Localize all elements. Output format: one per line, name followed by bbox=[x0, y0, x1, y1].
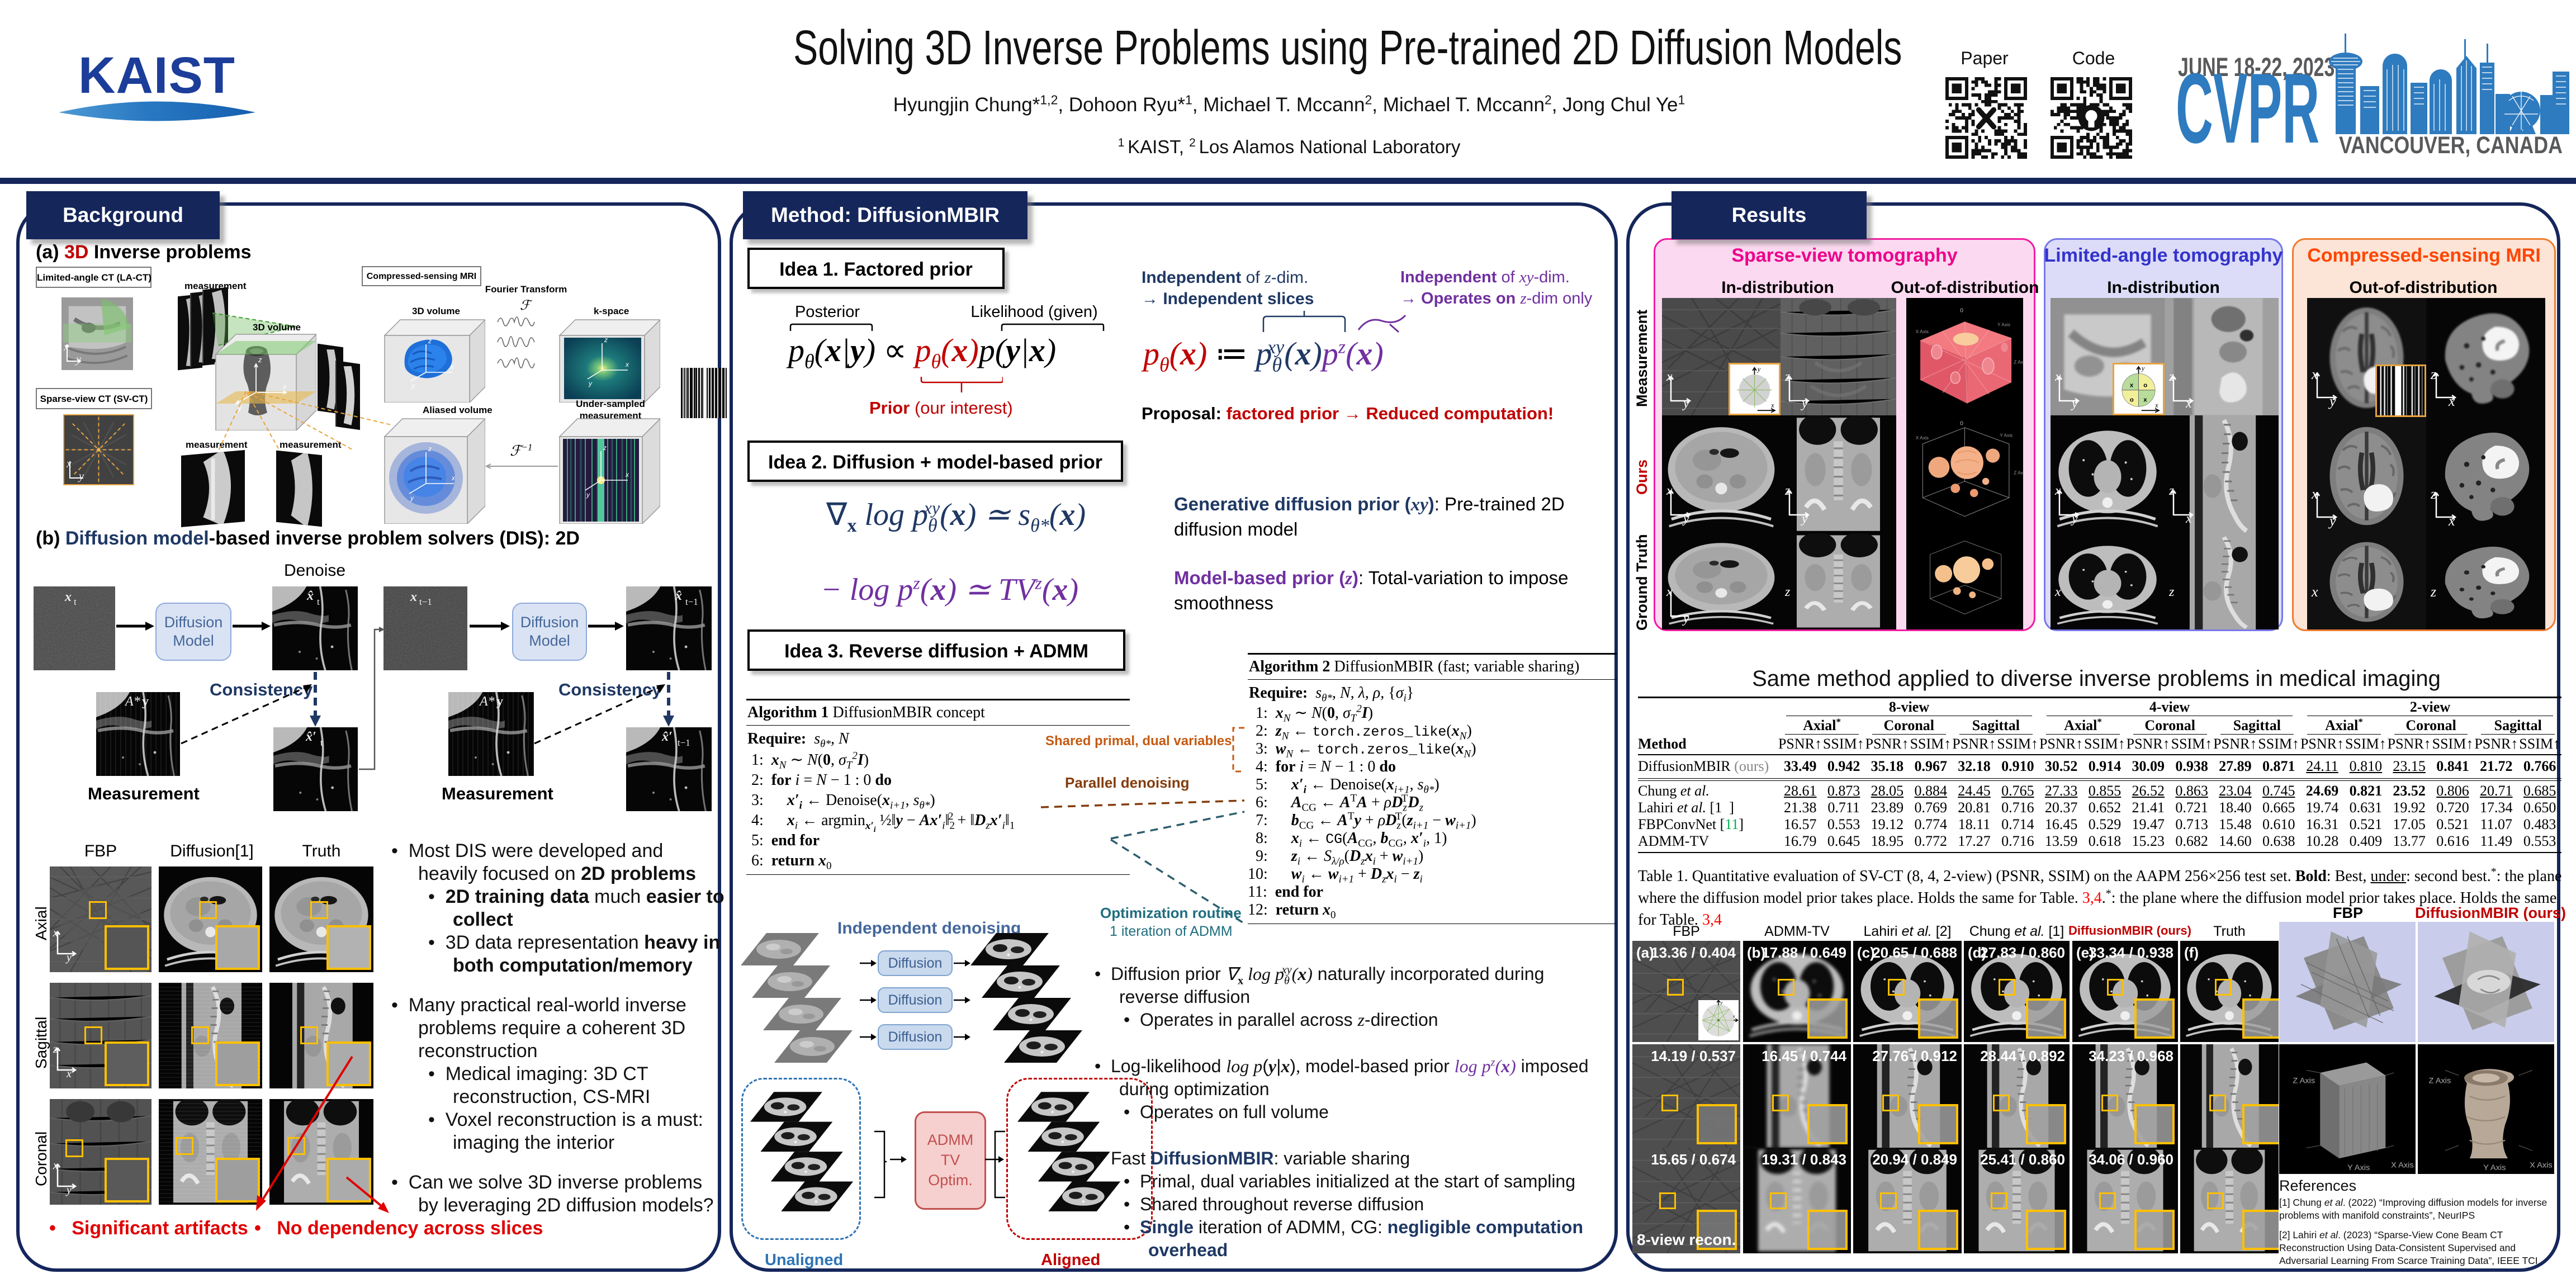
svg-text:Z Axis: Z Axis bbox=[2014, 359, 2023, 365]
svg-text:y: y bbox=[588, 380, 593, 387]
svg-text:y: y bbox=[1756, 366, 1761, 373]
svg-text:Y Axis: Y Axis bbox=[2000, 433, 2012, 438]
svg-text:X Axis: X Axis bbox=[1916, 435, 1929, 441]
svg-text:0: 0 bbox=[1960, 308, 1963, 314]
svg-text:x: x bbox=[2154, 401, 2158, 409]
svg-text:Y Axis: Y Axis bbox=[1997, 322, 2010, 328]
svg-text:x: x bbox=[1732, 1014, 1735, 1019]
svg-text:z: z bbox=[428, 445, 432, 453]
svg-text:Z Axis: Z Axis bbox=[2014, 470, 2023, 476]
svg-text:o: o bbox=[2143, 382, 2147, 389]
svg-text:x: x bbox=[282, 382, 287, 391]
svg-text:X Axis: X Axis bbox=[2530, 1161, 2553, 1170]
svg-text:y: y bbox=[586, 491, 590, 499]
svg-text:x: x bbox=[2143, 397, 2147, 404]
svg-text:z: z bbox=[428, 337, 432, 345]
svg-text:z: z bbox=[258, 356, 262, 364]
svg-text:x: x bbox=[451, 474, 456, 482]
svg-text:Y Axis: Y Axis bbox=[2483, 1163, 2506, 1172]
svg-text:Z Axis: Z Axis bbox=[2429, 1077, 2451, 1086]
svg-text:y: y bbox=[1720, 1000, 1723, 1005]
svg-text:0: 0 bbox=[1960, 421, 1963, 427]
svg-text:x: x bbox=[2130, 382, 2134, 389]
svg-text:y: y bbox=[410, 494, 414, 502]
svg-text:y: y bbox=[2141, 364, 2145, 372]
svg-text:x: x bbox=[450, 363, 454, 371]
svg-text:x: x bbox=[625, 471, 629, 479]
svg-text:X Axis: X Axis bbox=[1916, 329, 1929, 334]
svg-text:y: y bbox=[238, 404, 243, 412]
svg-text:X Axis: X Axis bbox=[2391, 1161, 2414, 1170]
svg-text:o: o bbox=[2130, 397, 2134, 404]
svg-text:x: x bbox=[1770, 401, 1774, 409]
svg-text:x: x bbox=[625, 361, 629, 368]
svg-text:z: z bbox=[604, 336, 608, 344]
svg-text:z: z bbox=[603, 444, 607, 452]
svg-text:Z Axis: Z Axis bbox=[2293, 1077, 2315, 1086]
svg-text:Y Axis: Y Axis bbox=[2347, 1163, 2370, 1172]
svg-text:y: y bbox=[411, 382, 415, 390]
